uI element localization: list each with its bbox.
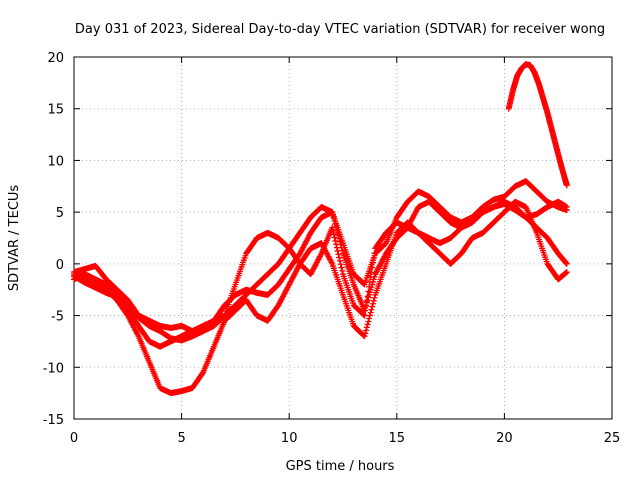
data-point	[362, 330, 369, 337]
data-point	[329, 224, 336, 231]
data-point	[361, 333, 368, 340]
data-point	[336, 235, 343, 242]
data-point	[334, 229, 341, 236]
chart-title: Day 031 of 2023, Sidereal Day-to-day VTE…	[75, 22, 605, 37]
x-tick-label: 5	[177, 431, 185, 446]
y-tick-label: 15	[47, 103, 64, 118]
y-tick-label: 0	[56, 258, 64, 273]
y-tick-label: -5	[51, 310, 64, 325]
data-point	[332, 237, 339, 244]
data-point	[367, 309, 374, 316]
data-point	[330, 231, 337, 238]
ticks: 0 5 10 15 20 25 -15 -10 -5 0 5 10 15 20	[43, 51, 621, 446]
data-point	[563, 260, 570, 267]
y-tick-label: 10	[47, 154, 64, 169]
data-point	[339, 247, 346, 254]
data-point	[366, 312, 373, 319]
data-point	[360, 311, 367, 318]
data-point	[368, 306, 375, 313]
data-point	[366, 315, 373, 322]
y-tick-label: 20	[47, 51, 64, 66]
series-track-3	[71, 178, 570, 335]
data-point	[563, 182, 570, 189]
data-point	[369, 303, 376, 310]
data-point	[338, 264, 345, 271]
x-tick-label: 20	[496, 431, 513, 446]
data-point	[338, 244, 345, 251]
x-tick-label: 15	[389, 431, 406, 446]
data-point	[563, 203, 570, 210]
data-point	[331, 218, 338, 225]
x-axis-label: GPS time / hours	[286, 459, 395, 474]
y-tick-label: -10	[43, 361, 64, 376]
y-tick-label: 5	[56, 206, 64, 221]
x-tick-label: 10	[281, 431, 298, 446]
data-point	[330, 212, 337, 219]
data-marks	[71, 61, 570, 397]
y-tick-label: -15	[43, 413, 64, 428]
y-axis-label: SDTVAR / TECUs	[7, 185, 22, 292]
data-point	[363, 324, 370, 331]
data-point	[364, 321, 371, 328]
data-point	[335, 232, 342, 239]
data-point	[371, 294, 378, 301]
data-point	[337, 261, 344, 268]
data-point	[365, 318, 372, 325]
data-point	[331, 234, 338, 241]
data-point	[339, 267, 346, 274]
data-point	[333, 223, 340, 230]
data-point	[363, 327, 370, 334]
data-point	[361, 312, 368, 319]
data-point	[336, 257, 343, 264]
series-track-4	[71, 198, 570, 344]
data-point	[336, 238, 343, 245]
data-point	[369, 300, 376, 307]
data-point	[563, 269, 570, 276]
data-point	[337, 241, 344, 248]
series-track-5-peak	[505, 61, 570, 189]
data-point	[330, 227, 337, 234]
x-tick-label: 25	[604, 431, 621, 446]
x-tick-label: 0	[70, 431, 78, 446]
data-point	[333, 226, 340, 233]
data-point	[335, 251, 342, 258]
data-point	[330, 215, 337, 222]
data-point	[336, 254, 343, 261]
data-point	[370, 297, 377, 304]
plot-frame	[73, 56, 613, 420]
data-point	[332, 220, 339, 227]
data-point	[329, 209, 336, 216]
